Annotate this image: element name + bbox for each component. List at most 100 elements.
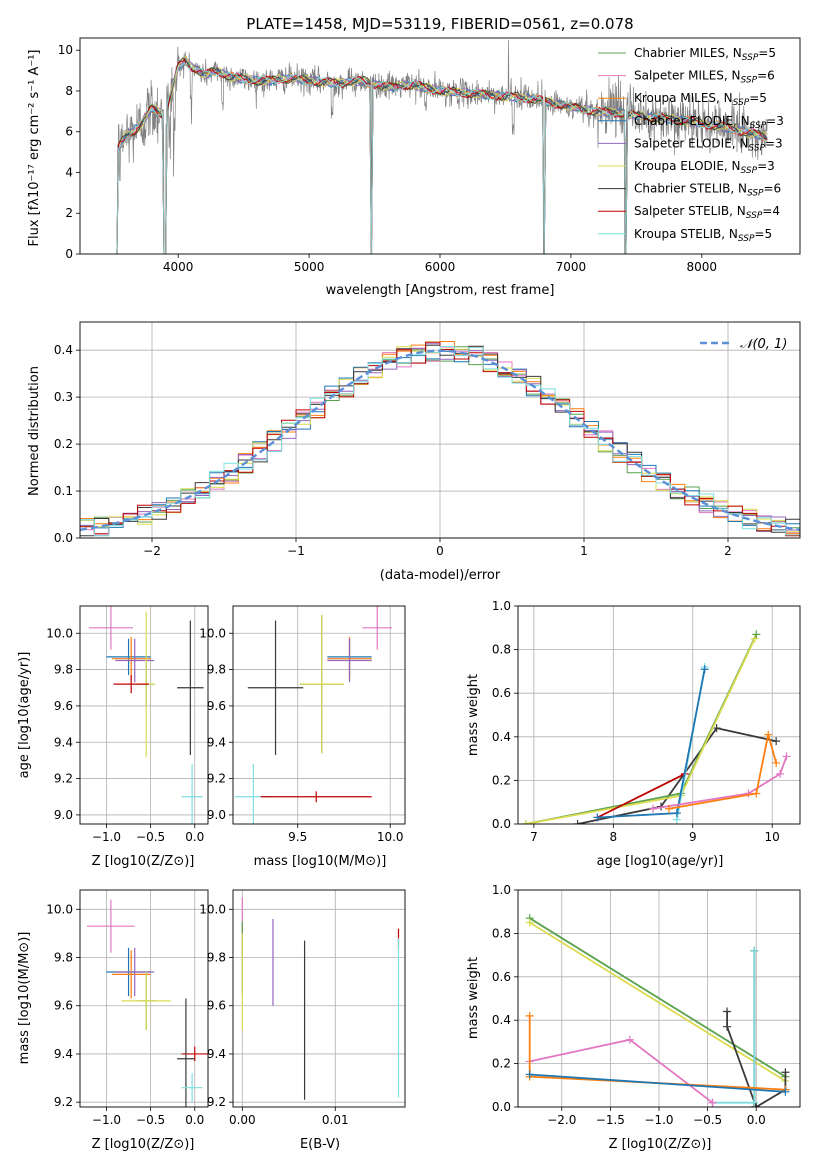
y-tick-label: 0.0 <box>492 1100 511 1114</box>
series-marker <box>781 1087 790 1096</box>
series-marker <box>752 789 761 798</box>
y-tick-label: 0.6 <box>492 970 511 984</box>
ticks: 9.5 10.0 9.0 9.2 9.4 9.6 9.8 10.0 <box>199 626 403 844</box>
legend-count: =3 <box>765 136 783 150</box>
plot-area <box>87 899 208 1107</box>
x-tick-label: −2 <box>143 544 161 558</box>
series-marker <box>712 724 721 733</box>
series-line <box>529 1073 786 1093</box>
series-marker <box>525 1011 534 1020</box>
ebv-mass-panel: 0.00 0.01 9.2 9.4 9.6 9.8 10.0 E(B-V) <box>199 889 406 1152</box>
spectrum-title: PLATE=1458, MJD=53119, FIBERID=0561, z=0… <box>246 15 633 33</box>
axes-frame <box>79 889 209 1108</box>
series-marker <box>672 809 681 818</box>
axes-frame <box>517 889 801 1108</box>
model-spectrum-line <box>115 59 768 254</box>
z-mass-panel: −1.0 −0.5 0.0 9.2 9.4 9.6 9.8 10.0 Z [log10(Z/Z… <box>17 889 209 1152</box>
plot-area: 𝒩(0, 1) <box>80 337 800 537</box>
series-marker <box>708 1098 717 1107</box>
y-tick-label: 9.2 <box>207 1095 226 1109</box>
legend-sub: SSP <box>746 211 763 221</box>
series-marker <box>772 758 781 767</box>
legend-sub: SSP <box>738 234 755 244</box>
y-tick-label: 0.2 <box>54 437 73 451</box>
ticks: 0.00 0.01 9.2 9.4 9.6 9.8 10.0 <box>199 902 348 1127</box>
ebv-mass-xlabel: E(B-V) <box>300 1137 340 1152</box>
y-tick-label: 10.0 <box>199 626 226 640</box>
series-marker <box>781 1068 790 1077</box>
series-marker <box>750 1098 759 1107</box>
legend-label: Salpeter MILES, NSSP=6 <box>634 69 775 86</box>
legend-sub: SSP <box>733 98 750 108</box>
x-tick-label: 10 <box>765 830 780 844</box>
x-tick-label: −1 <box>287 544 305 558</box>
y-tick-label: 10 <box>58 43 73 57</box>
x-tick-label: 0.01 <box>322 1113 349 1127</box>
age-weight-xlabel: age [log10(age/yr)] <box>597 854 724 869</box>
y-tick-label: 9.6 <box>207 999 226 1013</box>
y-tick-label: 9.6 <box>54 699 73 713</box>
z-weight-panel: −2.0 −1.5 −1.0 −0.5 0.0 0.0 0.2 0.4 0.6 0.8 1.0 Z … <box>466 883 801 1152</box>
legend-sub: SSP <box>741 76 758 86</box>
weight-lines <box>521 630 791 824</box>
series-marker <box>750 946 759 955</box>
x-tick-label: −2.0 <box>547 1113 576 1127</box>
x-tick-label: −0.5 <box>693 1113 722 1127</box>
spectrum-panel: PLATE=1458, MJD=53119, FIBERID=0561, z=0… <box>27 15 801 298</box>
x-tick-label: 0.0 <box>747 1113 766 1127</box>
y-tick-label: 0.0 <box>492 817 511 831</box>
y-tick-label: 0.2 <box>492 1057 511 1071</box>
legend-sub: SSP <box>747 189 764 199</box>
y-tick-label: 9.6 <box>54 999 73 1013</box>
series-marker <box>573 820 582 824</box>
plot-area <box>525 914 790 1107</box>
y-tick-label: 0.2 <box>492 773 511 787</box>
series-line <box>577 727 777 824</box>
age-weight-ylabel: mass weight <box>466 674 481 756</box>
axes-frame <box>517 605 801 825</box>
series-marker <box>593 813 602 822</box>
series-marker <box>772 737 781 746</box>
legend-count: =6 <box>764 182 782 196</box>
series-marker <box>649 804 658 813</box>
spectrum-lines <box>115 39 768 254</box>
errorbars <box>88 606 204 824</box>
x-tick-label: 9.5 <box>288 830 307 844</box>
model-spectrum-line <box>115 62 768 254</box>
x-tick-label: 9 <box>689 830 697 844</box>
axes-frame <box>79 605 209 825</box>
y-tick-label: 0.8 <box>492 643 511 657</box>
legend-sub: SSP <box>742 53 759 63</box>
axes-frame <box>232 889 406 1108</box>
histogram-xlabel: (data-model)/error <box>380 568 501 583</box>
x-tick-label: 8 <box>610 830 618 844</box>
series-line <box>712 950 756 1104</box>
y-tick-label: 10.0 <box>46 626 73 640</box>
x-tick-label: −0.5 <box>136 830 165 844</box>
x-tick-label: −1.0 <box>92 1113 121 1127</box>
residual-histogram-panel: −2 −1 0 1 2 0.0 0.1 0.2 0.3 0.4 𝒩(0, 1) (data-mode… <box>27 321 801 583</box>
errorbars <box>241 897 400 1100</box>
z-age-ylabel: age [log10(age/yr)] <box>17 652 32 779</box>
y-tick-label: 9.6 <box>207 699 226 713</box>
legend-count: =6 <box>757 69 775 83</box>
x-tick-label: 5000 <box>294 260 325 274</box>
y-tick-label: 9.2 <box>54 772 73 786</box>
ticks: −1.0 −0.5 0.0 9.2 9.4 9.6 9.8 10.0 <box>46 902 204 1127</box>
x-tick-label: 0.0 <box>185 1113 204 1127</box>
series-marker <box>776 769 785 778</box>
series-line <box>529 921 786 1082</box>
legend-count: =5 <box>758 46 776 60</box>
y-tick-label: 6 <box>65 125 73 139</box>
series-marker <box>752 630 761 639</box>
y-tick-label: 0.3 <box>54 390 73 404</box>
series-line <box>753 950 787 1107</box>
y-tick-label: 9.8 <box>207 663 226 677</box>
legend-label: Kroupa MILES, NSSP=5 <box>634 91 767 108</box>
x-tick-label: 7 <box>530 830 538 844</box>
series-marker <box>782 752 791 761</box>
spectrum-ylabel: Flux [fλ10⁻¹⁷ erg cm⁻² s⁻¹ A⁻¹] <box>27 50 42 247</box>
legend-label: Salpeter STELIB, NSSP=4 <box>634 204 780 221</box>
grid <box>80 606 208 824</box>
z-weight-ylabel: mass weight <box>466 957 481 1039</box>
